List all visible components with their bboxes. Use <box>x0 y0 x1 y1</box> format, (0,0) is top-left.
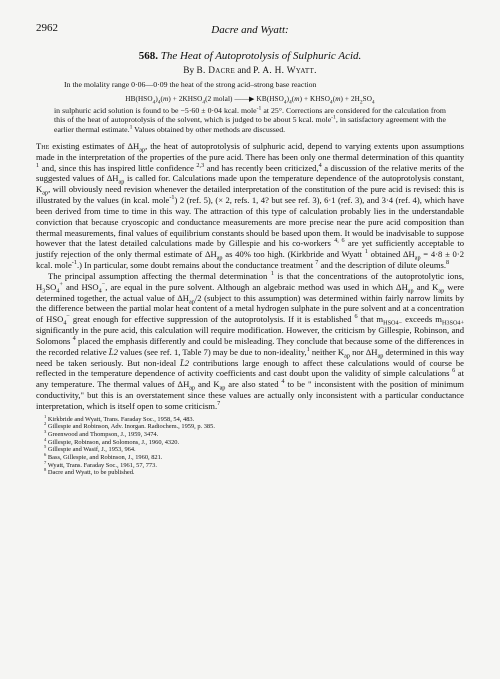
author-conj: and <box>235 66 253 76</box>
paper-title: The Heat of Autoprotolysis of Sulphuric … <box>161 50 362 62</box>
p2-i: great enough for effective suppression o… <box>70 314 355 324</box>
ref7-text: Wyatt, Trans. Faraday Soc., 1961, 57, 77… <box>46 462 157 469</box>
ref1-text: Kirkbride and Wyatt, Trans. Faraday Soc.… <box>46 416 194 423</box>
p1-l: obtained ΔH <box>368 249 415 259</box>
l2-1: L̄2 <box>109 347 118 357</box>
ref-6: 6 Bass, Gillespie, and Robinson, J., 196… <box>36 454 464 462</box>
byline-prefix: By <box>183 66 196 76</box>
references: 1 Kirkbride and Wyatt, Trans. Faraday So… <box>36 416 464 478</box>
ref2-text: Gillespie and Robinson, Adv. Inorgan. Ra… <box>46 423 215 430</box>
ref8-text: Dacre and Wyatt, to be published. <box>46 469 134 476</box>
p2-d: and HSO <box>63 282 99 292</box>
p2-j: that m <box>358 314 384 324</box>
p2-p: nor ΔH <box>350 347 378 357</box>
abs-frag-a: in sulphuric acid solution is found to b… <box>54 106 257 115</box>
p1-lead: The <box>36 141 49 151</box>
page-number: 2962 <box>36 22 58 34</box>
byline: By B. Dacre and P. A. H. Wyatt. <box>36 66 464 76</box>
p2-a: The principal assumption affecting the t… <box>48 271 271 281</box>
ref-2: 2 Gillespie and Robinson, Adv. Inorgan. … <box>36 423 464 431</box>
reaction-equation: HB(HSO4)4(m) + 2KHSO4(2 molal) ——▶ KB(HS… <box>36 94 464 103</box>
p1-o: and the description of dilute oleums. <box>318 260 446 270</box>
p1-k: as 40% too high. (Kirkbride and Wyatt <box>223 249 365 259</box>
author-1: B. Dacre <box>196 66 235 76</box>
ref-8: 8 Dacre and Wyatt, to be published. <box>36 469 464 477</box>
p1-b: existing estimates of ΔH <box>49 141 139 151</box>
abstract-p1: In the molality range 0·06—0·09 the heat… <box>54 80 446 90</box>
title-row: 568. The Heat of Autoprotolysis of Sulph… <box>36 50 464 62</box>
ref6-text: Bass, Gillespie, and Robinson, J., 1960,… <box>46 454 162 461</box>
abstract-p2: in sulphuric acid solution is found to b… <box>54 106 446 135</box>
p2-c: SO <box>45 282 56 292</box>
ref-5: 5 Gillespie and Wasif, J., 1953, 964. <box>36 446 464 454</box>
p2-f: and K <box>414 282 439 292</box>
running-head: Dacre and Wyatt: <box>36 24 464 36</box>
ref5-text: Gillespie and Wasif, J., 1953, 964. <box>46 446 135 453</box>
author-2: P. A. H. Wyatt. <box>253 66 317 76</box>
l2-2: L̄2 <box>180 358 189 368</box>
p2-e: , are equal in the pure solvent. Althoug… <box>105 282 408 292</box>
ref4-text: Gillespie, Robinson, and Solomons, J., 1… <box>46 439 179 446</box>
p1-n: .) In particular, some doubt remains abo… <box>77 260 315 270</box>
ref3-text: Greenwood and Thompson, J., 1959, 3474. <box>46 431 158 438</box>
ref-3: 3 Greenwood and Thompson, J., 1959, 3474… <box>36 431 464 439</box>
p2-k: exceeds m <box>402 314 442 324</box>
p2-n: values (see ref. 1, Table 7) may be due … <box>118 347 307 357</box>
abs-frag-d: Values obtained by other methods are dis… <box>132 125 285 134</box>
article-number: 568. <box>139 50 158 62</box>
p2-o: neither K <box>310 347 344 357</box>
body-p2: The principal assumption affecting the t… <box>36 271 464 412</box>
body: The existing estimates of ΔHap, the heat… <box>36 141 464 412</box>
p1-d: and, since this has inspired little conf… <box>39 163 196 173</box>
body-p1: The existing estimates of ΔHap, the heat… <box>36 141 464 271</box>
p2-u: are also stated <box>225 379 281 389</box>
abstract-cont: in sulphuric acid solution is found to b… <box>54 106 446 135</box>
p2-t: and K <box>195 379 219 389</box>
p1-e: and has recently been criticized, <box>204 163 318 173</box>
abstract: In the molality range 0·06—0·09 the heat… <box>54 80 446 90</box>
